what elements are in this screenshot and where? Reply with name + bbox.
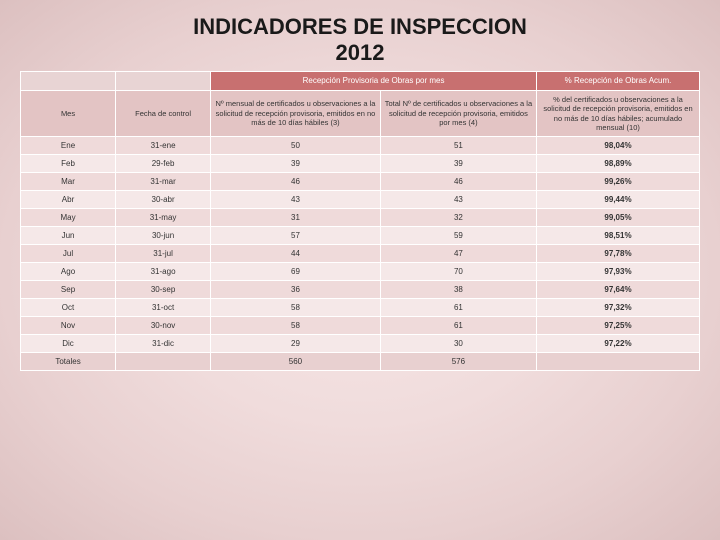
cell-v4: 61 — [380, 299, 536, 317]
table-container: Recepción Provisoria de Obras por mes % … — [0, 71, 720, 382]
cell-fecha: 30-nov — [116, 317, 211, 335]
cell-fecha: 31-jul — [116, 245, 211, 263]
hdr-empty-1 — [21, 71, 116, 90]
hdr-col5: % del certificados u observaciones a la … — [537, 90, 700, 137]
cell-mes: Mar — [21, 173, 116, 191]
cell-v5: 97,32% — [537, 299, 700, 317]
cell-mes: Sep — [21, 281, 116, 299]
cell-v4: 59 — [380, 227, 536, 245]
table-row: Abr30-abr434399,44% — [21, 191, 700, 209]
indicators-table: Recepción Provisoria de Obras por mes % … — [20, 71, 700, 372]
hdr-empty-2 — [116, 71, 211, 90]
cell-v3: 46 — [211, 173, 381, 191]
cell-v4: 51 — [380, 137, 536, 155]
cell-mes: Jul — [21, 245, 116, 263]
cell-fecha: 30-abr — [116, 191, 211, 209]
totals-row: Totales 560 576 — [21, 353, 700, 371]
hdr-group-recepcion: Recepción Provisoria de Obras por mes — [211, 71, 537, 90]
cell-fecha: 30-sep — [116, 281, 211, 299]
cell-v3: 58 — [211, 317, 381, 335]
cell-mes: Abr — [21, 191, 116, 209]
cell-fecha: 31-ago — [116, 263, 211, 281]
totals-label: Totales — [21, 353, 116, 371]
header-row-2: Mes Fecha de control Nº mensual de certi… — [21, 90, 700, 137]
cell-mes: Ene — [21, 137, 116, 155]
table-row: Dic31-dic293097,22% — [21, 335, 700, 353]
cell-v4: 32 — [380, 209, 536, 227]
cell-v5: 97,64% — [537, 281, 700, 299]
cell-v5: 99,44% — [537, 191, 700, 209]
cell-v5: 97,25% — [537, 317, 700, 335]
cell-mes: Jun — [21, 227, 116, 245]
cell-fecha: 31-dic — [116, 335, 211, 353]
hdr-fecha: Fecha de control — [116, 90, 211, 137]
cell-fecha: 31-mar — [116, 173, 211, 191]
cell-v4: 70 — [380, 263, 536, 281]
cell-fecha: 31-ene — [116, 137, 211, 155]
cell-mes: Feb — [21, 155, 116, 173]
cell-fecha: 29-feb — [116, 155, 211, 173]
cell-v5: 98,51% — [537, 227, 700, 245]
table-row: Jul31-jul444797,78% — [21, 245, 700, 263]
cell-fecha: 30-jun — [116, 227, 211, 245]
header-row-1: Recepción Provisoria de Obras por mes % … — [21, 71, 700, 90]
totals-empty — [116, 353, 211, 371]
cell-v4: 43 — [380, 191, 536, 209]
table-row: Jun30-jun575998,51% — [21, 227, 700, 245]
cell-v3: 69 — [211, 263, 381, 281]
table-body: Ene31-ene505198,04%Feb29-feb393998,89%Ma… — [21, 137, 700, 353]
table-row: Sep30-sep363897,64% — [21, 281, 700, 299]
cell-v3: 29 — [211, 335, 381, 353]
cell-v3: 50 — [211, 137, 381, 155]
cell-fecha: 31-may — [116, 209, 211, 227]
cell-v5: 97,93% — [537, 263, 700, 281]
cell-v3: 57 — [211, 227, 381, 245]
cell-v4: 61 — [380, 317, 536, 335]
cell-v5: 97,22% — [537, 335, 700, 353]
cell-mes: Ago — [21, 263, 116, 281]
cell-mes: Nov — [21, 317, 116, 335]
hdr-mes: Mes — [21, 90, 116, 137]
cell-v3: 44 — [211, 245, 381, 263]
cell-v4: 38 — [380, 281, 536, 299]
cell-v5: 99,26% — [537, 173, 700, 191]
table-row: Nov30-nov586197,25% — [21, 317, 700, 335]
cell-v5: 98,04% — [537, 137, 700, 155]
table-row: Feb29-feb393998,89% — [21, 155, 700, 173]
table-row: May31-may313299,05% — [21, 209, 700, 227]
table-row: Ene31-ene505198,04% — [21, 137, 700, 155]
cell-mes: Dic — [21, 335, 116, 353]
slide-title: INDICADORES DE INSPECCION 2012 — [0, 0, 720, 71]
hdr-col3: Nº mensual de certificados u observacion… — [211, 90, 381, 137]
hdr-group-pct: % Recepción de Obras Acum. — [537, 71, 700, 90]
cell-v5: 99,05% — [537, 209, 700, 227]
totals-v5 — [537, 353, 700, 371]
cell-v3: 31 — [211, 209, 381, 227]
hdr-col4: Total Nº de certificados u observaciones… — [380, 90, 536, 137]
cell-v5: 97,78% — [537, 245, 700, 263]
cell-v4: 30 — [380, 335, 536, 353]
cell-fecha: 31-oct — [116, 299, 211, 317]
cell-mes: May — [21, 209, 116, 227]
title-line2: 2012 — [0, 40, 720, 66]
cell-v4: 46 — [380, 173, 536, 191]
cell-v3: 43 — [211, 191, 381, 209]
table-row: Ago31-ago697097,93% — [21, 263, 700, 281]
totals-v3: 560 — [211, 353, 381, 371]
cell-v4: 47 — [380, 245, 536, 263]
cell-v4: 39 — [380, 155, 536, 173]
table-row: Oct31-oct586197,32% — [21, 299, 700, 317]
cell-v3: 36 — [211, 281, 381, 299]
cell-v3: 58 — [211, 299, 381, 317]
totals-v4: 576 — [380, 353, 536, 371]
table-row: Mar31-mar464699,26% — [21, 173, 700, 191]
cell-v3: 39 — [211, 155, 381, 173]
cell-v5: 98,89% — [537, 155, 700, 173]
title-line1: INDICADORES DE INSPECCION — [0, 14, 720, 40]
cell-mes: Oct — [21, 299, 116, 317]
